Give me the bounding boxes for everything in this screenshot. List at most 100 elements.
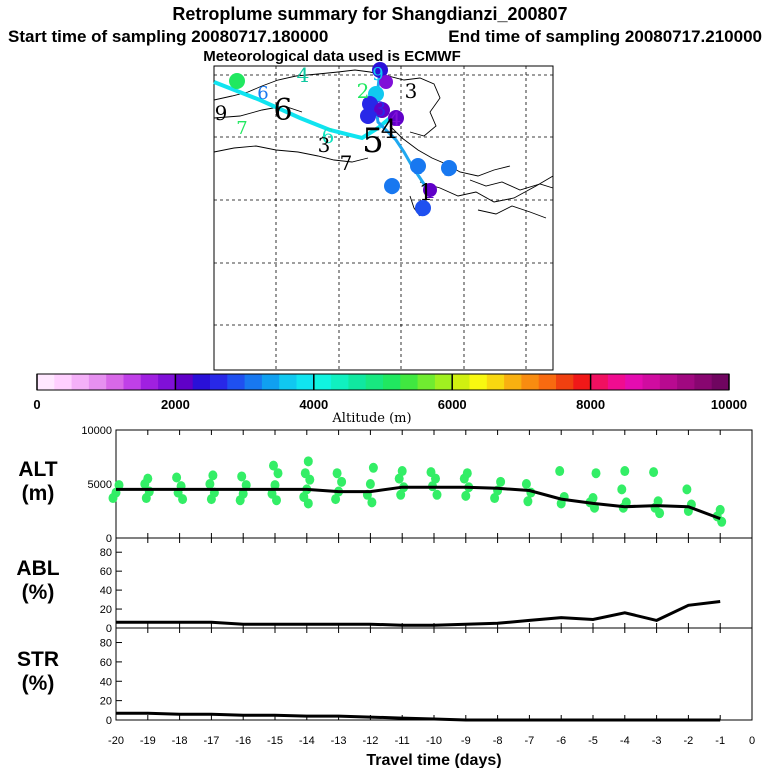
- colorbar-swatch: [400, 374, 419, 390]
- x-tick-label: -6: [556, 735, 566, 747]
- trajectory-particles: [229, 62, 457, 216]
- colorbar-swatch: [694, 374, 713, 390]
- map-day-label: 6: [322, 124, 335, 148]
- x-tick-label: -17: [203, 735, 219, 747]
- panel-label-unit: (m): [22, 482, 55, 505]
- map-day-label: 4: [297, 63, 310, 87]
- colorbar-swatch: [556, 374, 574, 390]
- panel-frame: [115, 537, 753, 629]
- particle-point: [462, 468, 472, 479]
- panel-label-unit: (%): [22, 672, 55, 695]
- particle-point: [496, 476, 506, 487]
- particle-point: [591, 468, 601, 479]
- colorbar-swatch: [538, 374, 557, 390]
- particle-point: [365, 479, 375, 489]
- series-line: [116, 600, 721, 627]
- map-particle: [229, 73, 245, 89]
- colorbar-tick-label: 8000: [576, 397, 605, 412]
- colorbar-swatch: [486, 374, 505, 390]
- colorbar-swatch: [71, 374, 90, 390]
- map-particle: [388, 110, 404, 126]
- x-tick-label: -2: [684, 735, 694, 747]
- map-coastlines: [213, 69, 554, 219]
- chart-panel-abl: ABL(%) 80 60 40 20 0: [16, 537, 753, 635]
- particle-point: [143, 473, 153, 484]
- map-particle: [362, 96, 378, 112]
- map-day-label: 5: [417, 197, 430, 221]
- y-tick-label: 40: [100, 676, 112, 688]
- particle-point: [621, 497, 631, 508]
- met-data-text: Meteorological data used is ECMWF: [203, 48, 461, 65]
- colorbar-swatch: [504, 374, 522, 390]
- colorbar-swatch: [331, 374, 349, 390]
- colorbar-swatch: [573, 374, 592, 390]
- altitude-colorbar: 0 2000 4000 6000 8000 10000 Altitude (m): [33, 373, 747, 426]
- colorbar-swatch: [296, 374, 315, 390]
- map-particle: [379, 75, 393, 89]
- figure-title: Retroplume summary for Shangdianzi_20080…: [172, 4, 567, 24]
- colorbar-tick-label: 2000: [161, 397, 190, 412]
- colorbar-swatch: [417, 374, 436, 390]
- x-tick-label: -16: [235, 735, 251, 747]
- colorbar-tick-label: 4000: [299, 397, 328, 412]
- particle-point: [332, 468, 342, 479]
- colorbar-tick-label: 10000: [711, 397, 747, 412]
- map-day-label: 6: [273, 93, 292, 128]
- colorbar-swatch: [106, 374, 124, 390]
- trajectory-line-west: [213, 80, 392, 141]
- particle-point: [461, 490, 471, 501]
- map-day-labels: 7 4 6 6 9 7 9 2 3 2 3 4 5 4 6 3 7 1 5 6 …: [215, 63, 456, 221]
- x-tick-label: -11: [395, 735, 410, 747]
- colorbar-swatch: [54, 374, 73, 390]
- y-tick-label: 0: [106, 533, 112, 545]
- x-tick-label: -15: [267, 735, 283, 747]
- particle-point: [367, 497, 377, 508]
- colorbar-swatch: [210, 374, 228, 390]
- map-graticule: [214, 66, 553, 370]
- map-day-label: 6: [257, 83, 268, 104]
- x-tick-label: -14: [299, 735, 315, 747]
- chart-panel-altitude: ALT(m) 10000 5000 0: [18, 425, 753, 545]
- x-tick-label: -8: [493, 735, 503, 747]
- colorbar-swatch: [607, 374, 626, 390]
- y-tick-label: 10000: [81, 425, 112, 437]
- particle-point: [114, 480, 124, 491]
- map-day-label: 7: [231, 70, 244, 94]
- y-tick-label: 80: [100, 638, 112, 650]
- colorbar-tick-label: 6000: [438, 397, 467, 412]
- colorbar-swatch: [192, 374, 211, 390]
- time-series-panels: ALT(m)1000050000ABL(%)806040200STR(%)806…: [16, 425, 755, 768]
- colorbar-swatch: [452, 374, 470, 390]
- colorbar-swatch: [469, 374, 488, 390]
- map-particle: [410, 158, 426, 174]
- particle-point: [337, 476, 347, 487]
- map-day-label: 3: [318, 133, 331, 157]
- start-time-text: Start time of sampling 20080717.180000: [8, 27, 328, 46]
- y-tick-label: 40: [100, 585, 112, 597]
- series-line: [116, 711, 721, 722]
- colorbar-swatch: [365, 374, 384, 390]
- map-particle: [441, 160, 457, 176]
- colorbar-swatch: [123, 374, 142, 390]
- colorbar-swatch: [158, 374, 176, 390]
- y-tick-label: 20: [100, 604, 112, 616]
- x-tick-label: -10: [426, 735, 442, 747]
- colorbar-swatch: [590, 374, 609, 390]
- end-time-text: End time of sampling 20080717.210000: [448, 27, 762, 46]
- colorbar-swatch: [244, 374, 263, 390]
- trajectory-map: 7 4 6 6 9 7 9 2 3 2 3 4 5 4 6 3 7 1 5 6 …: [213, 62, 554, 371]
- particle-point: [172, 472, 182, 483]
- panel-label: STR: [17, 648, 59, 671]
- particle-point: [368, 462, 378, 473]
- colorbar-swatch: [625, 374, 643, 390]
- colorbar-swatch: [521, 374, 540, 390]
- particle-point: [653, 496, 663, 507]
- x-tick-label: -13: [331, 735, 347, 747]
- particle-point: [270, 480, 280, 491]
- map-day-label: 3: [405, 79, 418, 103]
- x-tick-label: -1: [715, 735, 725, 747]
- particle-point: [588, 493, 598, 504]
- panel-label-unit: (%): [22, 581, 55, 604]
- panel-frame: [115, 627, 753, 721]
